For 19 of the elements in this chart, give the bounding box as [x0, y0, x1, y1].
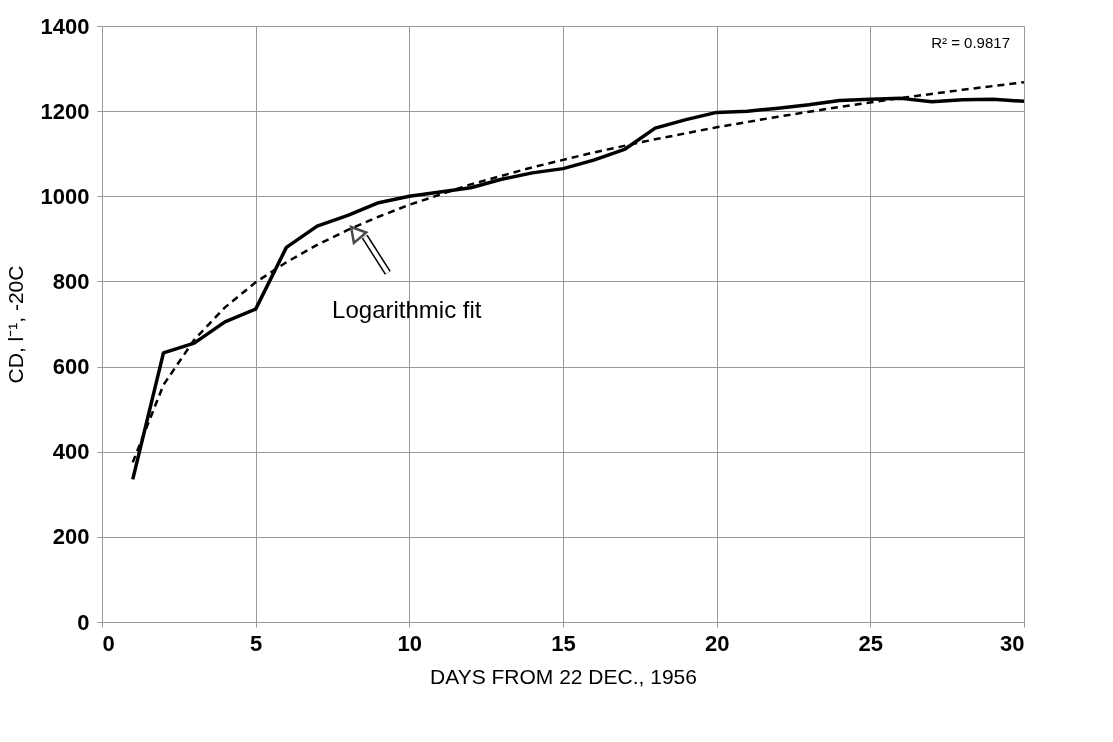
x-tick-label: 20: [704, 630, 730, 656]
x-tick-label: 15: [551, 630, 576, 656]
y-tick-label: 800: [52, 268, 90, 294]
y-tick-label: 0: [77, 609, 90, 635]
x-axis-title: DAYS FROM 22 DEC., 1956: [430, 664, 697, 688]
x-tick-label: 10: [397, 630, 423, 656]
x-tick-label: 0: [102, 630, 115, 656]
annotation: R² = 0.9817: [931, 34, 1010, 51]
y-tick-label: 1400: [40, 13, 90, 39]
y-tick-label: 200: [52, 524, 90, 550]
y-tick-label: 1000: [40, 183, 90, 209]
annotation: Logarithmic fit: [332, 296, 482, 324]
x-tick-label: 30: [1000, 630, 1025, 656]
y-tick-label: 1200: [40, 98, 90, 124]
y-tick-label: 600: [52, 354, 90, 380]
y-tick-label: 400: [52, 439, 90, 465]
x-tick-label: 25: [858, 630, 884, 656]
x-tick-label: 5: [250, 630, 263, 656]
y-axis-title: CD, l⁻¹, -20C: [3, 265, 27, 384]
